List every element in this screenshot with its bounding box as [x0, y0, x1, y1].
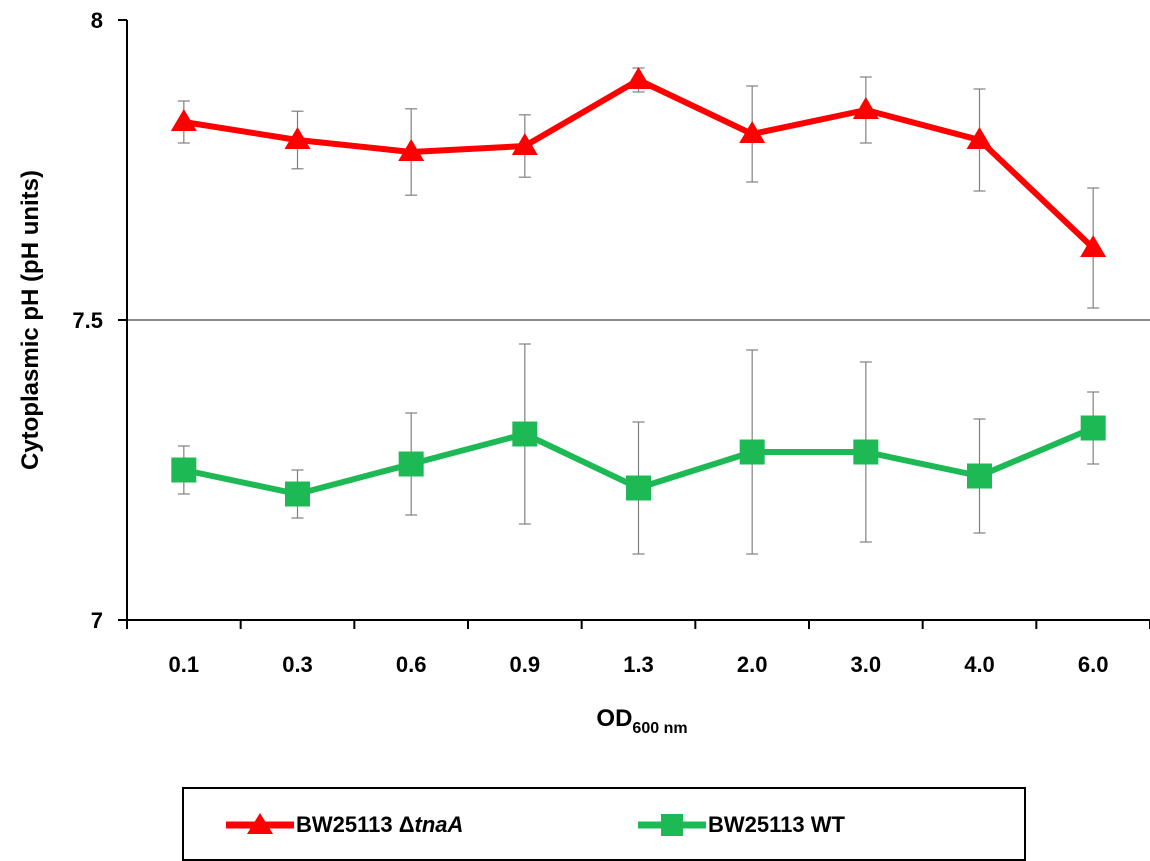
point-1-5	[739, 439, 765, 465]
point-1-7	[967, 463, 992, 489]
series-1	[171, 343, 1106, 555]
legend-label-tnaA: BW25113 ΔtnaA	[296, 812, 464, 837]
x-tick-label-5: 2.0	[737, 652, 768, 677]
point-1-1	[285, 481, 310, 507]
y-tick-label-1: 7.5	[72, 308, 103, 333]
point-0-7	[966, 127, 993, 149]
point-0-8	[1080, 235, 1107, 257]
x-tick-label-4: 1.3	[623, 652, 654, 677]
y-axis-title: Cytoplasmic pH (pH units)	[17, 170, 44, 470]
series-1-markers	[171, 415, 1106, 507]
x-tick-label-3: 0.9	[510, 652, 541, 677]
legend-marker-square-icon	[638, 814, 706, 836]
point-1-0	[171, 457, 197, 483]
legend-marker-triangle-icon	[226, 813, 294, 834]
x-tick-label-6: 3.0	[851, 652, 882, 677]
legend-item-tnaA: BW25113 ΔtnaA	[224, 789, 463, 861]
x-axis-title-subscript: 600 nm	[632, 720, 687, 737]
point-0-0	[170, 109, 197, 131]
point-0-2	[398, 139, 425, 161]
point-1-2	[398, 451, 424, 477]
point-0-1	[284, 127, 311, 149]
series-0	[170, 67, 1107, 309]
series-layer	[170, 67, 1107, 555]
series-0-error-bars	[177, 67, 1100, 309]
point-0-6	[852, 97, 879, 119]
point-1-3	[512, 421, 538, 447]
axes-layer	[118, 19, 1150, 629]
x-tick-label-2: 0.6	[396, 652, 427, 677]
legend: BW25113 ΔtnaA BW25113 WT	[182, 787, 1026, 861]
x-axis-title: OD600 nm	[596, 705, 687, 737]
point-0-5	[739, 121, 766, 143]
line-chart: 77.58 0.1 0.3 0.6 0.9 1.3 2.0 3.0 4.0 6.0 Cytopl…	[17, 8, 1150, 737]
x-axis-title-main: OD	[596, 705, 632, 732]
x-tick-label-8: 6.0	[1078, 652, 1109, 677]
x-tick-labels: 0.1 0.3 0.6 0.9 1.3 2.0 3.0 4.0 6.0	[169, 652, 1109, 677]
x-tick-label-7: 4.0	[964, 652, 995, 677]
series-0-markers	[170, 67, 1107, 257]
y-tick-labels: 77.58	[72, 8, 103, 633]
series-1-error-bars	[177, 343, 1100, 555]
series-0-line	[183, 77, 1096, 251]
x-tick-label-0: 0.1	[169, 652, 200, 677]
y-tick-label-2: 8	[91, 8, 103, 33]
point-1-8	[1080, 415, 1106, 441]
legend-item-wt: BW25113 WT	[636, 789, 845, 861]
point-1-6	[853, 439, 879, 465]
point-0-4	[625, 67, 652, 89]
legend-label-wt: BW25113 WT	[708, 812, 845, 837]
y-tick-label-0: 7	[91, 608, 103, 633]
point-0-3	[511, 133, 538, 155]
point-1-4	[626, 475, 651, 501]
x-tick-label-1: 0.3	[282, 652, 313, 677]
